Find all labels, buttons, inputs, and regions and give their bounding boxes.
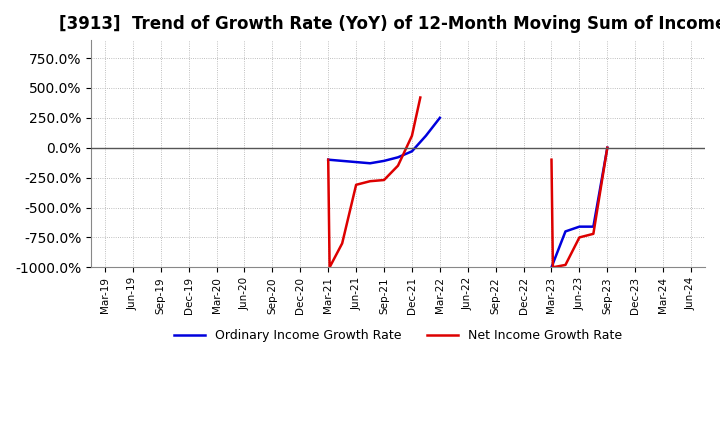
Line: Net Income Growth Rate: Net Income Growth Rate xyxy=(328,98,420,268)
Net Income Growth Rate xyxy=(366,179,374,184)
Ordinary Income Growth Rate xyxy=(352,159,361,165)
Ordinary Income Growth Rate xyxy=(408,149,416,154)
Net Income Growth Rate xyxy=(379,177,388,183)
Net Income Growth Rate xyxy=(324,157,333,162)
Legend: Ordinary Income Growth Rate, Net Income Growth Rate: Ordinary Income Growth Rate, Net Income … xyxy=(169,324,627,348)
Ordinary Income Growth Rate xyxy=(394,154,402,160)
Ordinary Income Growth Rate xyxy=(436,115,444,121)
Net Income Growth Rate xyxy=(416,95,425,100)
Ordinary Income Growth Rate xyxy=(324,157,333,162)
Title: [3913]  Trend of Growth Rate (YoY) of 12-Month Moving Sum of Incomes: [3913] Trend of Growth Rate (YoY) of 12-… xyxy=(59,15,720,33)
Net Income Growth Rate xyxy=(338,241,346,246)
Net Income Growth Rate xyxy=(408,133,416,139)
Ordinary Income Growth Rate xyxy=(379,158,388,164)
Line: Ordinary Income Growth Rate: Ordinary Income Growth Rate xyxy=(328,118,440,163)
Net Income Growth Rate xyxy=(325,265,334,270)
Ordinary Income Growth Rate xyxy=(422,133,431,139)
Net Income Growth Rate xyxy=(352,182,361,187)
Net Income Growth Rate xyxy=(394,163,402,169)
Ordinary Income Growth Rate xyxy=(366,161,374,166)
